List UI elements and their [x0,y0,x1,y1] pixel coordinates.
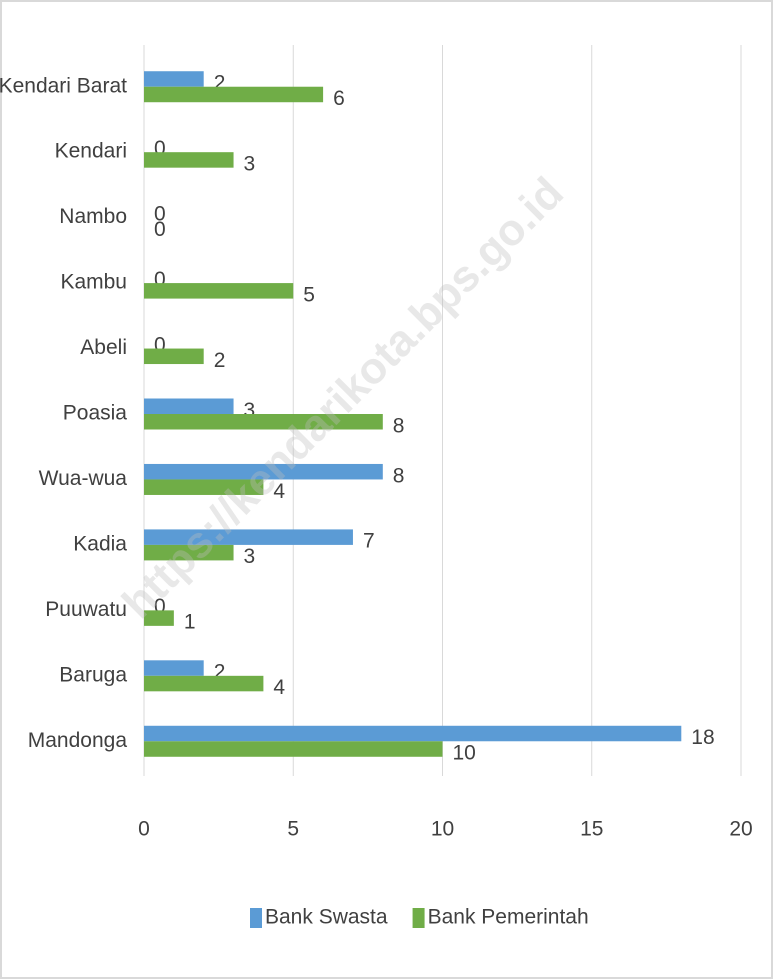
data-label: 6 [333,87,345,110]
data-label: 3 [244,152,256,175]
y-tick-label: Puuwatu [45,598,127,621]
bar [144,479,264,495]
data-label: 2 [214,72,226,95]
y-tick-label: Kambu [60,271,127,294]
bar [144,414,383,430]
y-tick-label: Mandonga [28,729,128,752]
data-label: 0 [154,595,166,618]
data-label: 7 [363,530,375,553]
data-label: 0 [154,333,166,356]
x-tick-label: 15 [580,818,603,841]
bar [144,71,204,87]
data-label: 1 [184,611,196,634]
bar [144,660,204,676]
legend-swatch [250,908,262,928]
y-tick-label: Kendari Barat [0,74,127,97]
bar [144,610,174,626]
data-label: 8 [393,414,405,437]
data-label: 0 [154,202,166,225]
data-label: 2 [214,349,226,372]
y-tick-label: Abeli [80,336,127,359]
data-label: 2 [214,661,226,684]
x-tick-label: 5 [287,818,299,841]
y-tick-label: Kendari [55,140,127,163]
bar [144,348,204,365]
y-tick-label: Wua-wua [39,467,128,490]
data-label: 8 [393,464,405,487]
data-label: 4 [273,480,285,503]
bar [144,152,234,168]
data-label: 5 [303,283,315,306]
legend-label: Bank Pemerintah [428,906,589,929]
bar [144,675,264,692]
x-tick-label: 0 [138,818,150,841]
data-label: 18 [691,726,714,749]
legend-label: Bank Swasta [265,906,388,929]
bar [144,86,324,103]
y-tick-label: Kadia [73,532,127,555]
bar [144,544,234,561]
bar [144,463,383,480]
data-label: 0 [154,218,166,241]
bar [144,283,294,299]
x-tick-label: 20 [729,818,752,841]
data-label: 3 [244,399,256,422]
data-label: 4 [273,676,285,699]
data-label: 3 [244,545,256,568]
data-label: 10 [453,742,476,765]
data-label: 0 [154,137,166,160]
x-tick-label: 10 [431,818,454,841]
y-tick-label: Nambo [59,205,127,228]
bar [144,398,234,414]
legend-swatch [412,908,425,928]
bar [144,725,682,742]
bar [144,529,353,545]
y-tick-label: Baruga [59,663,127,686]
bar [144,741,443,757]
y-tick-label: Poasia [63,402,128,425]
data-label: 0 [154,268,166,291]
